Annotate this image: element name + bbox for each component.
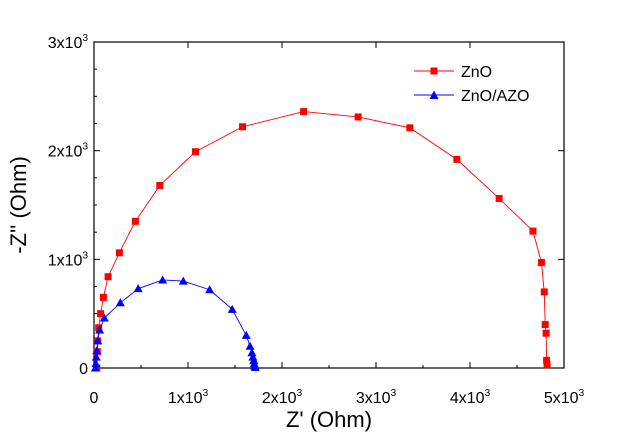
data-point xyxy=(227,304,237,313)
y-tick-label: 0 xyxy=(79,361,88,378)
data-point xyxy=(92,346,102,355)
series-line xyxy=(94,279,256,369)
data-point xyxy=(250,362,260,371)
data-point xyxy=(99,293,107,301)
data-point xyxy=(158,275,168,284)
x-tick-label: 4x103 xyxy=(450,388,491,407)
y-tick-label: 3x103 xyxy=(48,33,89,52)
data-point xyxy=(406,124,414,132)
y-tick-label: 2x103 xyxy=(48,142,89,161)
data-point xyxy=(91,352,101,361)
x-tick-label: 2x103 xyxy=(262,388,303,407)
data-point xyxy=(300,108,308,116)
data-point xyxy=(495,194,503,202)
x-tick-label: 3x103 xyxy=(356,388,397,407)
data-point xyxy=(529,227,537,235)
series-zno xyxy=(93,108,551,372)
data-point xyxy=(91,359,101,368)
data-point xyxy=(239,123,247,131)
data-point xyxy=(241,330,251,339)
data-point xyxy=(541,321,549,329)
data-point xyxy=(156,181,164,189)
x-tick-label: 1x103 xyxy=(168,388,209,407)
y-tick-label: 1x103 xyxy=(48,250,89,269)
legend-marker-znoazo xyxy=(429,90,439,99)
data-point xyxy=(205,285,215,294)
data-point xyxy=(540,288,548,296)
x-axis-title: Z' (Ohm) xyxy=(286,407,372,432)
series-line xyxy=(96,111,548,369)
data-point xyxy=(249,355,259,364)
data-point xyxy=(178,276,188,285)
data-point xyxy=(543,361,551,369)
series-layer xyxy=(90,108,551,372)
data-point xyxy=(90,363,100,372)
legend-label-zno: ZnO xyxy=(461,64,492,81)
data-point xyxy=(537,259,545,267)
axis-ticks xyxy=(93,41,565,369)
data-point xyxy=(133,284,143,293)
data-point xyxy=(93,336,103,345)
x-tick-label: 0 xyxy=(90,390,99,407)
data-point xyxy=(543,356,551,364)
data-point xyxy=(99,313,109,322)
tick-labels: 0 1x103 2x103 3x103 4x103 5x103 0 1x103 2x103 3x1… xyxy=(48,33,585,407)
legend: ZnO ZnO/AZO xyxy=(414,64,529,105)
data-point xyxy=(245,341,255,350)
series-zno-azo xyxy=(90,275,260,372)
data-point xyxy=(354,113,362,121)
legend-label-znoazo: ZnO/AZO xyxy=(461,88,529,105)
data-point xyxy=(192,148,200,156)
data-point xyxy=(115,298,125,307)
x-tick-label: 5x103 xyxy=(544,388,585,407)
data-point xyxy=(542,329,550,337)
data-point xyxy=(104,273,112,281)
data-point xyxy=(95,325,105,334)
data-point xyxy=(453,155,461,163)
y-axis-title: -Z'' (Ohm) xyxy=(6,156,31,254)
data-point xyxy=(115,249,123,257)
data-point xyxy=(247,348,257,357)
data-point xyxy=(97,310,105,318)
data-point xyxy=(131,217,139,225)
legend-marker-zno xyxy=(430,67,438,75)
